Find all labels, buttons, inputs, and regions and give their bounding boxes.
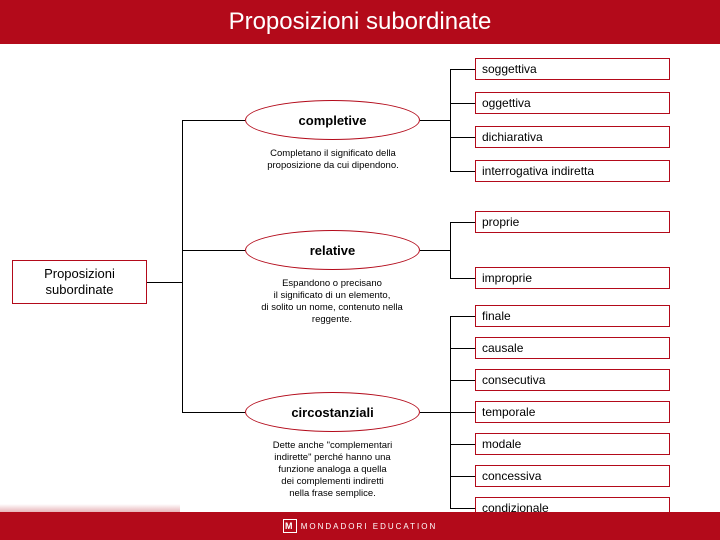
connector — [450, 137, 475, 138]
page-header: Proposizioni subordinate — [0, 0, 720, 44]
item-finale: finale — [475, 305, 670, 327]
connector — [450, 444, 475, 445]
group-relative-node: relative — [245, 230, 420, 270]
connector — [182, 120, 245, 121]
connector — [450, 412, 475, 413]
connector — [450, 222, 475, 223]
connector — [450, 103, 475, 104]
connector — [182, 412, 245, 413]
connector — [450, 69, 451, 171]
item-proprie: proprie — [475, 211, 670, 233]
connector — [147, 282, 182, 283]
group-circostanziali-node: circostanziali — [245, 392, 420, 432]
connector — [420, 412, 450, 413]
group-relative-desc: Espandono o precisano il significato di … — [232, 278, 432, 326]
connector — [450, 476, 475, 477]
connector — [450, 171, 475, 172]
diagram-canvas: Proposizioni subordinate completive Comp… — [0, 44, 720, 512]
item-causale: causale — [475, 337, 670, 359]
item-dichiarativa: dichiarativa — [475, 126, 670, 148]
connector — [420, 120, 450, 121]
group-completive-label: completive — [299, 113, 367, 128]
root-label: Proposizioni subordinate — [44, 266, 115, 297]
connector — [450, 222, 451, 278]
connector — [450, 69, 475, 70]
item-oggettiva: oggettiva — [475, 92, 670, 114]
connector — [450, 380, 475, 381]
item-concessiva: concessiva — [475, 465, 670, 487]
item-soggettiva: soggettiva — [475, 58, 670, 80]
connector — [450, 278, 475, 279]
item-modale: modale — [475, 433, 670, 455]
connector — [182, 120, 183, 412]
connector — [450, 508, 475, 509]
item-temporale: temporale — [475, 401, 670, 423]
group-circostanziali-desc: Dette anche "complementari indirette" pe… — [245, 440, 420, 499]
footer-accent — [0, 504, 180, 512]
group-completive-desc: Completano il significato della proposiz… — [238, 148, 428, 172]
item-interrogativa-indiretta: interrogativa indiretta — [475, 160, 670, 182]
page-title: Proposizioni subordinate — [229, 8, 492, 36]
connector — [420, 250, 450, 251]
connector — [182, 250, 245, 251]
item-consecutiva: consecutiva — [475, 369, 670, 391]
footer-brand: MONDADORI EDUCATION — [301, 522, 438, 531]
footer-logo: M MONDADORI EDUCATION — [283, 519, 438, 533]
page-footer: M MONDADORI EDUCATION — [0, 512, 720, 540]
group-completive-node: completive — [245, 100, 420, 140]
logo-m-icon: M — [283, 519, 297, 533]
group-circostanziali-label: circostanziali — [291, 405, 373, 420]
item-improprie: improprie — [475, 267, 670, 289]
root-node: Proposizioni subordinate — [12, 260, 147, 304]
connector — [450, 348, 475, 349]
connector — [450, 316, 475, 317]
group-relative-label: relative — [310, 243, 356, 258]
